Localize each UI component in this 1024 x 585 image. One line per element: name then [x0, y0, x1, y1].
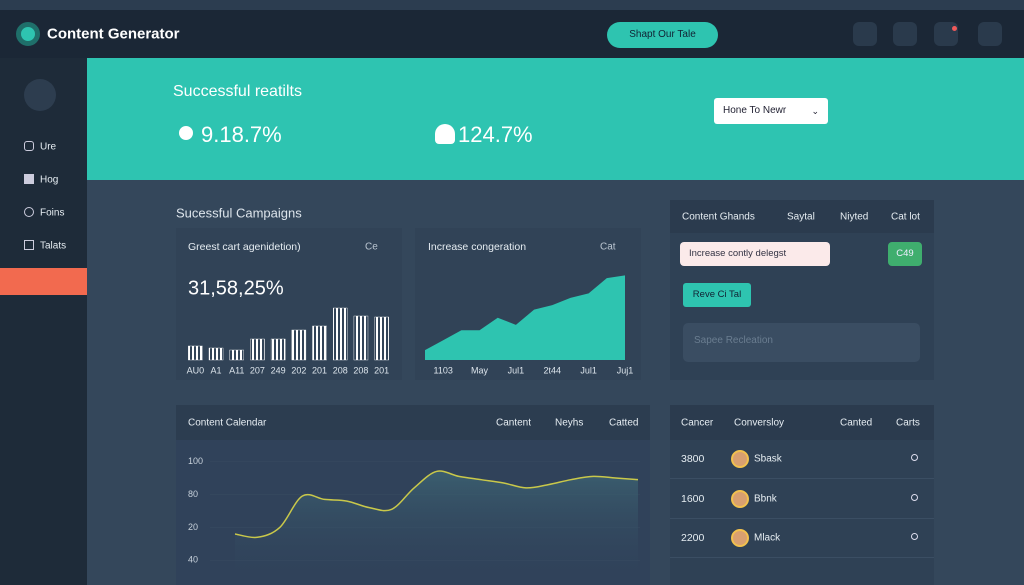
- row-divider: [670, 478, 934, 479]
- card-title: Increase congeration: [428, 241, 527, 253]
- tab[interactable]: Catted: [609, 417, 639, 429]
- nav-item[interactable]: Foins: [40, 207, 65, 219]
- avatar: [731, 529, 749, 547]
- calendar-header: [176, 405, 650, 440]
- list-header: [670, 405, 934, 440]
- column-header: Cat lot: [891, 211, 920, 223]
- row-value: 3800: [681, 453, 705, 465]
- edit-icon[interactable]: [853, 22, 877, 46]
- notification-dot: [952, 26, 957, 31]
- card-filter[interactable]: Ce: [365, 241, 378, 253]
- row-divider: [670, 517, 934, 519]
- column-header: Canted: [840, 417, 873, 429]
- search-icon[interactable]: [893, 22, 917, 46]
- card-filter[interactable]: Cat: [600, 241, 616, 253]
- row-search[interactable]: [911, 493, 918, 501]
- active-nav[interactable]: [0, 268, 87, 295]
- big-value: 31,58,25%: [188, 277, 284, 300]
- column-header: Carts: [896, 417, 920, 429]
- row-value: 1600: [681, 492, 705, 505]
- nav-icon: [24, 240, 34, 250]
- row-name: Mlack: [754, 532, 781, 544]
- nav-item[interactable]: Talats: [40, 240, 67, 252]
- header-button[interactable]: Shapt Our Tale: [607, 22, 718, 48]
- banner: Successful reatilts 9.18.7% 124.7% Hone …: [87, 58, 1024, 180]
- column-header: Content Ghands: [682, 211, 755, 223]
- card-title: Greest cart agenidetion): [188, 241, 301, 253]
- action-button[interactable]: Reve Ci Tal: [683, 283, 751, 307]
- app-title: Content Generator: [47, 25, 180, 43]
- nav-icon: [24, 141, 34, 151]
- badge: C49: [888, 242, 922, 266]
- nav-item[interactable]: Hog: [40, 174, 59, 186]
- grands-header: [670, 200, 934, 233]
- row-name: Sbask: [754, 453, 782, 465]
- nav-icon: [24, 174, 34, 184]
- apps-icon[interactable]: [978, 22, 1002, 46]
- section-title: Sucessful Campaigns: [176, 205, 302, 221]
- row-name: Bbnk: [754, 493, 777, 504]
- avatar: [731, 489, 749, 508]
- avatar: [731, 450, 749, 468]
- column-header: Niyted: [840, 211, 869, 223]
- nav-icon: [24, 207, 34, 217]
- chevron: ⌄: [811, 106, 819, 116]
- nav-item[interactable]: Ure: [40, 141, 57, 153]
- text-input[interactable]: Increase contly delegst: [680, 242, 830, 266]
- menu-button[interactable]: [24, 79, 56, 111]
- top-strip: [0, 0, 1024, 10]
- tab[interactable]: Neyhs: [555, 417, 584, 429]
- topbar: Content Generator Shapt Our Tale: [0, 10, 1024, 58]
- row-divider: [670, 557, 934, 558]
- logo: [16, 22, 40, 46]
- stat-value: 124.7%: [458, 122, 533, 147]
- stat-icon: [179, 126, 193, 140]
- dropdown-label: Hone To Newr: [723, 105, 787, 116]
- stat-value: 9.18.7%: [201, 122, 282, 147]
- tab[interactable]: Cantent: [496, 417, 532, 429]
- column-header: Saytal: [787, 211, 815, 223]
- column-header: Conversloy: [734, 417, 785, 429]
- row-value: 2200: [681, 532, 705, 544]
- sidebar: Ure Hog Foins Talats: [0, 58, 87, 585]
- column-header: Cancer: [681, 417, 714, 429]
- stat-icon: [435, 124, 455, 144]
- dropdown[interactable]: Hone To Newr ⌄: [714, 98, 828, 124]
- row-search[interactable]: [911, 454, 918, 461]
- card-title: Content Calendar: [188, 417, 267, 429]
- banner-title: Successful reatilts: [173, 83, 302, 100]
- text-area[interactable]: Sapee Recleation: [683, 323, 920, 362]
- row-search[interactable]: [911, 533, 918, 540]
